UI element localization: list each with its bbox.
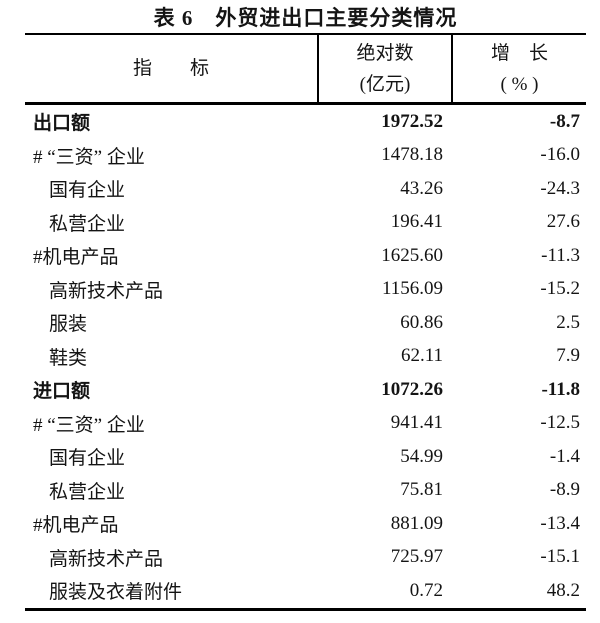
growth-cell: -15.2 xyxy=(540,278,580,300)
table-row: 服装及衣着附件 0.72 48.2 xyxy=(25,574,586,608)
growth-cell: -24.3 xyxy=(540,177,580,199)
table-row: 高新技术产品 725.97 -15.1 xyxy=(25,541,586,575)
absolute-cell: 881.09 xyxy=(390,512,443,534)
indicator-cell: 国有企业 xyxy=(49,180,126,202)
growth-cell: 2.5 xyxy=(556,311,580,333)
absolute-cell: 75.81 xyxy=(400,479,443,501)
table-body: 出口额 1972.52 -8.7 # “三资” 企业 1478.18 -16.0… xyxy=(25,105,586,611)
table-row: 出口额 1972.52 -8.7 xyxy=(25,105,586,139)
table-row: 国有企业 54.99 -1.4 xyxy=(25,440,586,474)
absolute-cell: 196.41 xyxy=(390,211,443,233)
indicator-cell: 服装 xyxy=(49,314,88,336)
col-header-absolute-line2: (亿元) xyxy=(359,73,411,95)
col-header-indicator: 指 标 xyxy=(132,58,209,79)
indicator-cell: 鞋类 xyxy=(49,347,88,369)
indicator-cell: 私营企业 xyxy=(49,481,126,503)
table-row: 私营企业 75.81 -8.9 xyxy=(25,474,586,508)
absolute-cell: 60.86 xyxy=(400,311,443,333)
indicator-cell: #机电产品 xyxy=(33,515,119,537)
table-row: 进口额 1072.26 -11.8 xyxy=(25,373,586,407)
growth-cell: 48.2 xyxy=(546,579,580,601)
table-row: # “三资” 企业 941.41 -12.5 xyxy=(25,407,586,441)
table-row: 私营企业 196.41 27.6 xyxy=(25,206,586,240)
indicator-cell: 进口额 xyxy=(33,381,91,403)
absolute-cell: 1072.26 xyxy=(381,378,443,400)
growth-cell: -1.4 xyxy=(549,445,580,467)
growth-cell: -11.8 xyxy=(541,378,580,400)
indicator-cell: 高新技术产品 xyxy=(49,548,164,570)
table-row: 高新技术产品 1156.09 -15.2 xyxy=(25,273,586,307)
indicator-cell: 出口额 xyxy=(33,113,91,135)
table-row: 鞋类 62.11 7.9 xyxy=(25,340,586,374)
col-header-growth-line2: ( % ) xyxy=(500,73,539,95)
trade-table: 指 标 绝对数 (亿元) 增 长 ( % ) 出口额 1972.52 -8.7 … xyxy=(25,33,586,611)
growth-cell: -15.1 xyxy=(540,546,580,568)
table-row: 服装 60.86 2.5 xyxy=(25,306,586,340)
indicator-cell: 国有企业 xyxy=(49,448,126,470)
growth-cell: -12.5 xyxy=(540,412,580,434)
absolute-cell: 725.97 xyxy=(390,546,443,568)
table-header-row: 指 标 绝对数 (亿元) 增 长 ( % ) xyxy=(25,33,586,105)
col-header-absolute-line1: 绝对数 xyxy=(356,42,414,64)
table-row: # “三资” 企业 1478.18 -16.0 xyxy=(25,139,586,173)
absolute-cell: 941.41 xyxy=(390,412,443,434)
absolute-cell: 1972.52 xyxy=(381,110,443,132)
table-row: 国有企业 43.26 -24.3 xyxy=(25,172,586,206)
indicator-cell: 服装及衣着附件 xyxy=(49,582,183,604)
growth-cell: -8.7 xyxy=(549,110,580,132)
absolute-cell: 0.72 xyxy=(409,579,443,601)
growth-cell: 27.6 xyxy=(546,211,580,233)
table-title: 表 6 外贸进出口主要分类情况 xyxy=(153,5,458,30)
col-header-growth: 增 长 ( % ) xyxy=(451,35,586,102)
absolute-cell: 62.11 xyxy=(400,345,443,367)
growth-cell: -11.3 xyxy=(541,244,580,266)
indicator-cell: 私营企业 xyxy=(49,213,126,235)
growth-cell: -13.4 xyxy=(540,512,580,534)
absolute-cell: 1625.60 xyxy=(381,244,443,266)
col-header-absolute: 绝对数 (亿元) xyxy=(317,35,451,102)
absolute-cell: 43.26 xyxy=(400,177,443,199)
growth-cell: 7.9 xyxy=(556,345,580,367)
table-row: #机电产品 881.09 -13.4 xyxy=(25,507,586,541)
growth-cell: -8.9 xyxy=(549,479,580,501)
absolute-cell: 1156.09 xyxy=(381,278,443,300)
indicator-cell: #机电产品 xyxy=(33,247,119,269)
table-row: #机电产品 1625.60 -11.3 xyxy=(25,239,586,273)
indicator-cell: # “三资” 企业 xyxy=(33,414,145,436)
col-header-growth-line1: 增 长 xyxy=(490,42,548,64)
absolute-cell: 54.99 xyxy=(400,445,443,467)
growth-cell: -16.0 xyxy=(540,144,580,166)
indicator-cell: 高新技术产品 xyxy=(49,280,164,302)
absolute-cell: 1478.18 xyxy=(381,144,443,166)
indicator-cell: # “三资” 企业 xyxy=(33,146,145,168)
